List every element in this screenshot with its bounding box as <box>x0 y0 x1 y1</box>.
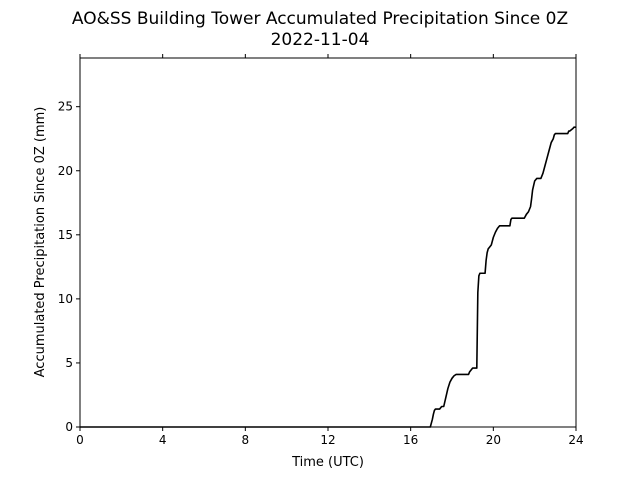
x-tick-label: 0 <box>76 433 84 447</box>
y-tick-label: 5 <box>65 356 73 370</box>
plot-area: 0 4 8 12 16 20 24 0 5 10 15 20 25 <box>58 54 584 447</box>
y-tick-label: 10 <box>58 292 73 306</box>
x-tick-label: 8 <box>242 433 250 447</box>
y-tick-label: 15 <box>58 228 73 242</box>
y-axis: 0 5 10 15 20 25 <box>58 100 80 434</box>
x-tick-label: 20 <box>486 433 501 447</box>
y-tick-label: 20 <box>58 164 73 178</box>
y-tick-label: 25 <box>58 100 73 114</box>
chart-subtitle: 2022-11-04 <box>271 30 370 50</box>
x-axis: 0 4 8 12 16 20 24 <box>76 54 584 447</box>
y-axis-label: Accumulated Precipitation Since 0Z (mm) <box>33 107 48 378</box>
series-line <box>80 126 576 428</box>
chart-title: AO&SS Building Tower Accumulated Precipi… <box>72 9 568 29</box>
x-tick-label: 16 <box>403 433 418 447</box>
x-tick-label: 4 <box>159 433 167 447</box>
plot-frame <box>79 57 577 428</box>
x-axis-label: Time (UTC) <box>291 455 364 470</box>
x-tick-label: 12 <box>320 433 335 447</box>
y-tick-label: 0 <box>65 420 73 434</box>
x-tick-label: 24 <box>568 433 583 447</box>
